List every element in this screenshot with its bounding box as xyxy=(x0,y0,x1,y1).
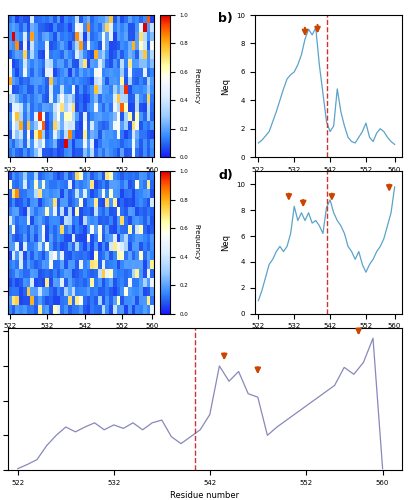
Text: b): b) xyxy=(218,12,232,25)
X-axis label: Residue number: Residue number xyxy=(46,178,115,188)
Y-axis label: Neq: Neq xyxy=(221,234,230,251)
Y-axis label: Frequency: Frequency xyxy=(193,224,199,260)
X-axis label: Residue number: Residue number xyxy=(170,492,239,500)
Text: d): d) xyxy=(218,168,232,181)
Y-axis label: Neq: Neq xyxy=(221,78,230,94)
X-axis label: Residue number: Residue number xyxy=(46,335,115,344)
X-axis label: Residue number: Residue number xyxy=(293,335,362,344)
Y-axis label: Frequency: Frequency xyxy=(193,68,199,104)
X-axis label: Residue number: Residue number xyxy=(293,178,362,188)
